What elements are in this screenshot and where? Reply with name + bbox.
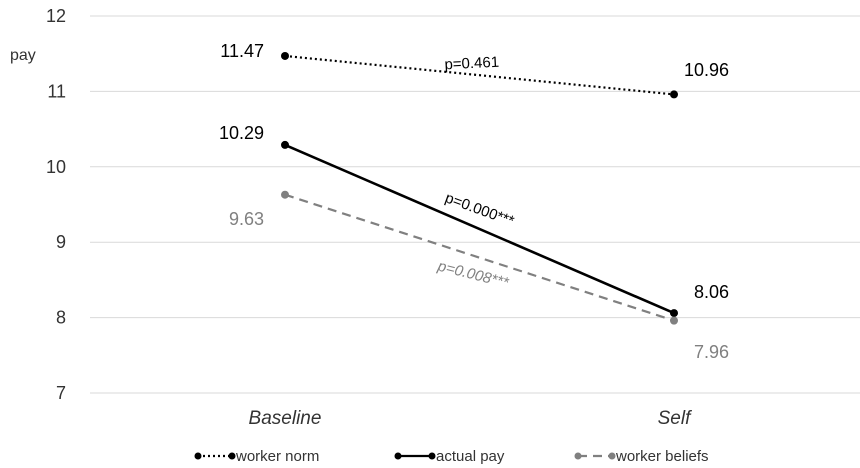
legend-swatch-point <box>394 452 402 460</box>
y-tick-label: 8 <box>56 308 66 328</box>
y-tick-label: 11 <box>47 81 66 101</box>
legend-label: worker norm <box>235 448 319 465</box>
legend-swatch-point <box>608 452 616 460</box>
y-tick-label: 12 <box>46 6 66 26</box>
legend: worker norm actual pay worker beliefs <box>194 448 709 465</box>
y-axis-ticks: 7 8 9 10 11 12 <box>46 6 66 403</box>
legend-item: worker norm <box>194 448 319 465</box>
legend-item: worker beliefs <box>574 448 709 465</box>
data-point <box>281 51 289 60</box>
data-label: 10.96 <box>684 60 729 80</box>
data-point <box>670 90 678 99</box>
gridlines <box>90 15 860 394</box>
legend-label: worker beliefs <box>615 448 709 465</box>
p-value-annotation: p=0.000*** <box>443 189 517 230</box>
series: 11.47 10.96 p=0.461 10.29 8.06 p=0.000*** 9.63… <box>219 41 729 362</box>
series-line <box>284 193 675 322</box>
legend-swatch-point <box>228 452 236 460</box>
series-actual-pay: 10.29 8.06 p=0.000*** <box>219 123 729 318</box>
y-tick-label: 10 <box>46 157 66 177</box>
y-tick-label: 9 <box>56 232 66 252</box>
p-value-annotation: p=0.008*** <box>435 257 511 291</box>
series-line <box>284 54 675 96</box>
x-axis-categories: Baseline Self <box>249 408 693 429</box>
data-label: 11.47 <box>220 41 264 61</box>
series-worker-norm: 11.47 10.96 p=0.461 <box>220 41 729 99</box>
data-point <box>281 190 289 199</box>
data-label: 10.29 <box>219 123 264 143</box>
data-point <box>670 316 678 325</box>
y-axis-label: pay <box>10 47 36 64</box>
y-tick-label: 7 <box>56 383 66 403</box>
legend-item: actual pay <box>394 448 505 465</box>
data-label: 8.06 <box>694 282 729 302</box>
x-category-label: Self <box>658 408 692 429</box>
legend-swatch-point <box>574 452 582 460</box>
legend-swatch-point <box>428 452 436 460</box>
data-label: 7.96 <box>694 342 729 362</box>
x-category-label: Baseline <box>249 408 322 429</box>
p-value-annotation: p=0.461 <box>444 54 499 74</box>
legend-label: actual pay <box>436 448 505 465</box>
data-point <box>670 309 678 318</box>
series-line <box>284 143 675 315</box>
legend-swatch-point <box>194 452 202 460</box>
data-point <box>281 140 289 149</box>
data-label: 9.63 <box>229 209 264 229</box>
